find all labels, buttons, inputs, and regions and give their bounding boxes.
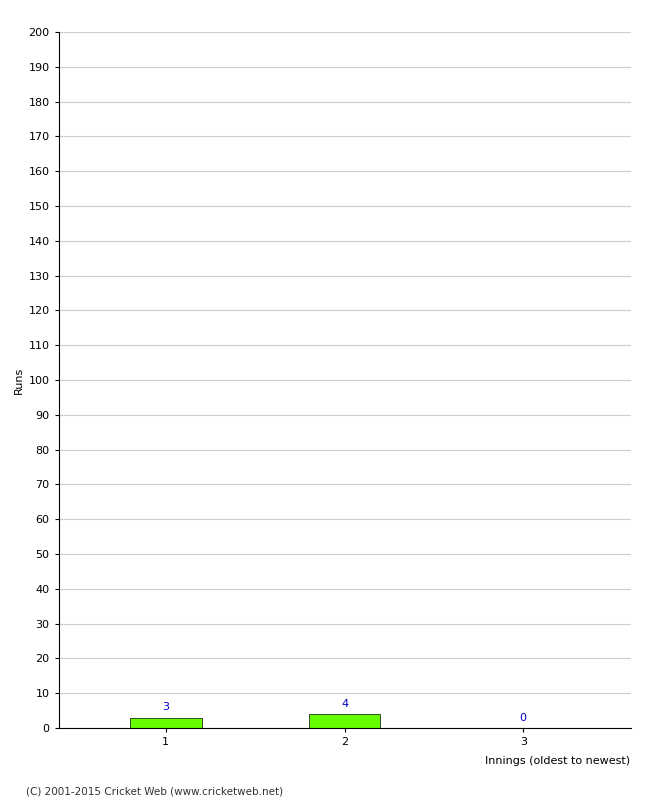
Y-axis label: Runs: Runs xyxy=(14,366,24,394)
Text: 3: 3 xyxy=(162,702,169,712)
Text: (C) 2001-2015 Cricket Web (www.cricketweb.net): (C) 2001-2015 Cricket Web (www.cricketwe… xyxy=(26,786,283,796)
Bar xyxy=(130,718,202,728)
Text: 0: 0 xyxy=(520,713,526,722)
Bar xyxy=(309,714,380,728)
Text: Innings (oldest to newest): Innings (oldest to newest) xyxy=(486,756,630,766)
Text: 4: 4 xyxy=(341,699,348,709)
